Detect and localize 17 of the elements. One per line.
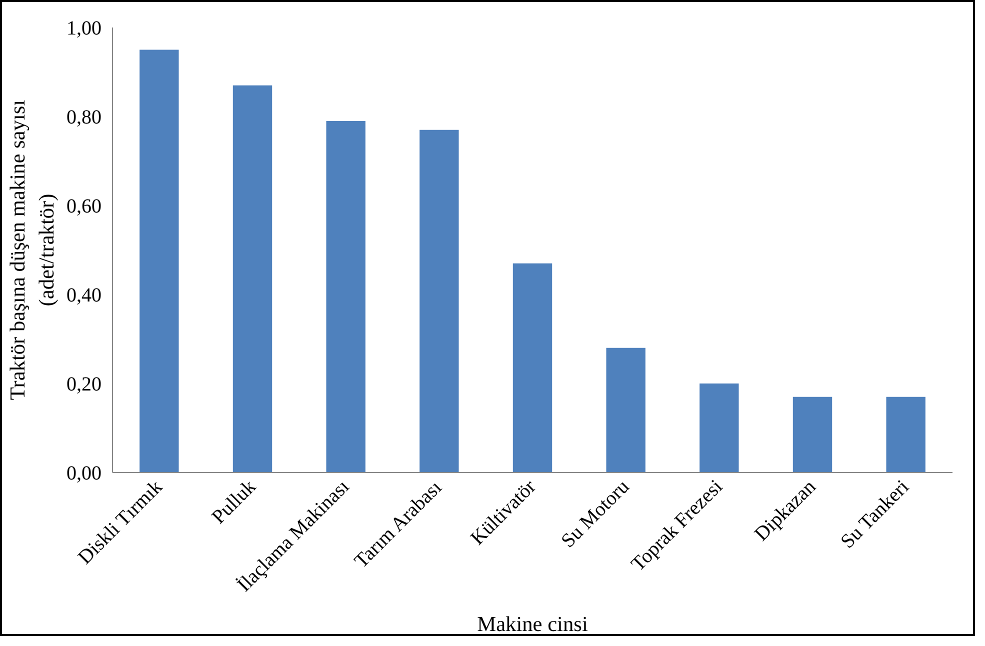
y-tick-label: 1,00	[66, 18, 102, 40]
bar	[700, 384, 739, 472]
y-tick-label: 0,40	[66, 284, 102, 306]
bar	[140, 50, 179, 472]
bar	[232, 85, 272, 472]
bar	[886, 396, 926, 472]
y-tick-label: 0,60	[66, 196, 102, 218]
bar	[512, 263, 552, 472]
bar	[792, 396, 832, 472]
y-tick-label: 0,00	[66, 462, 102, 484]
bar	[606, 348, 646, 472]
bar	[326, 120, 366, 472]
x-axis-title: Makine cinsi	[477, 612, 588, 636]
y-tick-label: 0,80	[66, 106, 102, 128]
bar	[420, 130, 459, 472]
y-axis-title: Traktör başına düşen makine sayısı (adet/traktör)	[6, 100, 58, 400]
y-tick-label: 0,20	[66, 374, 102, 396]
